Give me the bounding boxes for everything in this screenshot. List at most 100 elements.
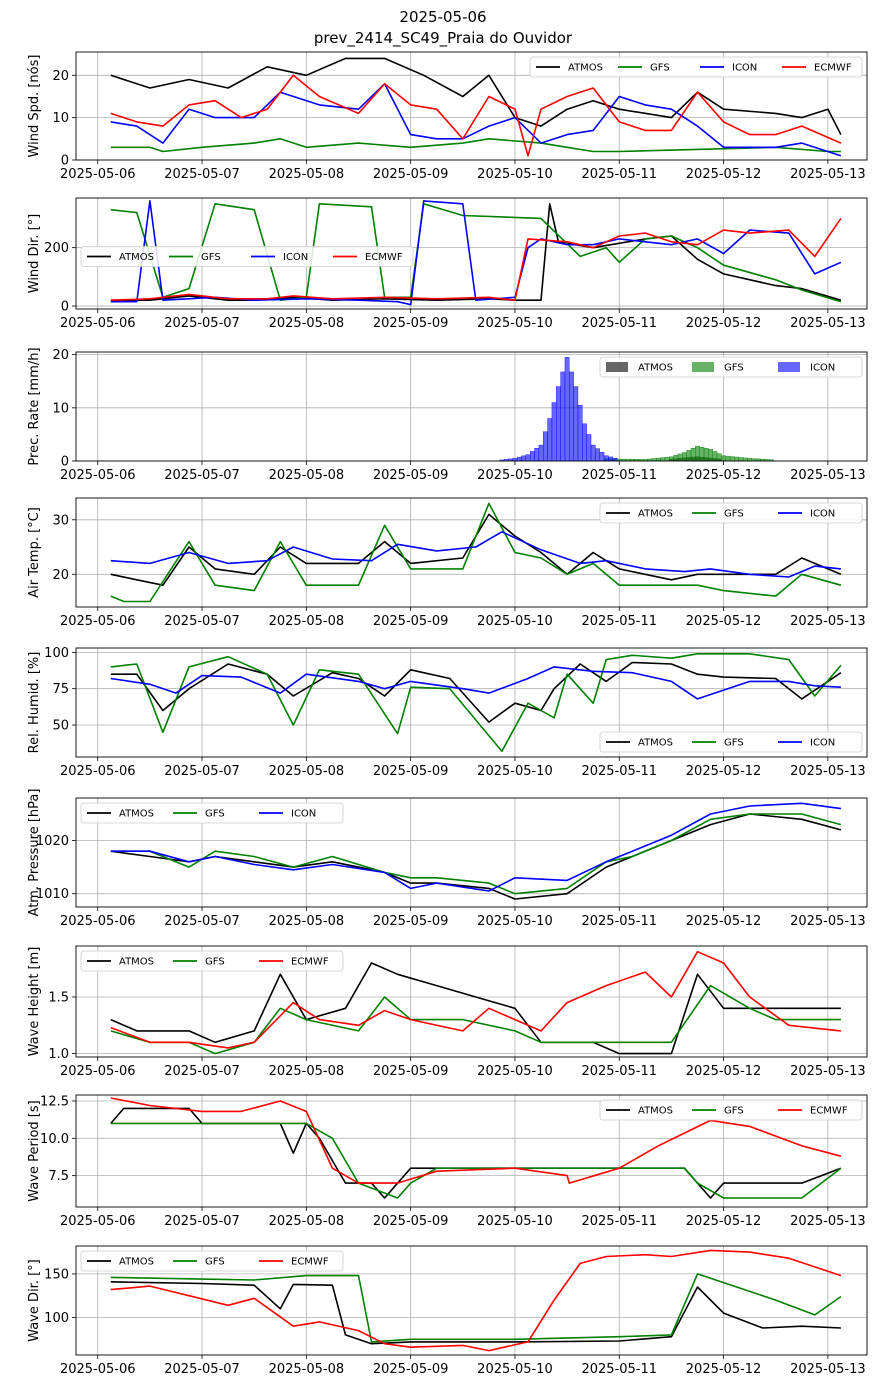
x-tick-label: 2025-05-08 (269, 1214, 345, 1229)
legend-label: ATMOS (119, 1257, 154, 1268)
panel-prec-rate-mm-h: 2025-05-06 2025-05-07 2025-05-08 2025-05-09… (27, 347, 868, 483)
y-tick-label: 20 (52, 568, 69, 583)
legend: ATMOS GFS ICON ECMWF (529, 56, 863, 78)
series-line-ecmwf (110, 1249, 842, 1352)
legend-label: ICON (810, 363, 835, 374)
x-tick-label: 2025-05-12 (686, 1064, 762, 1079)
axes-frame (75, 647, 868, 758)
precip-bar (569, 371, 574, 461)
x-tick-label: 2025-05-06 (60, 1064, 136, 1079)
x-tick-label: 2025-05-11 (581, 1064, 657, 1079)
legend-label: GFS (724, 1106, 744, 1117)
plot-area (110, 950, 841, 1055)
legend-swatch (606, 362, 628, 372)
series-icon (499, 357, 618, 461)
series-line-atmos (110, 1281, 841, 1345)
axes-frame (75, 797, 868, 908)
x-tick-label: 2025-05-13 (790, 764, 866, 779)
x-tick-label: 2025-05-10 (477, 167, 553, 182)
y-tick-label: 0 (61, 300, 69, 315)
legend: ATMOS GFS ICON (80, 802, 344, 824)
y-tick-label: 1020 (36, 834, 69, 849)
x-tick-label: 2025-05-07 (164, 316, 240, 331)
x-tick-label: 2025-05-07 (164, 764, 240, 779)
y-tick-label: 1010 (36, 887, 69, 902)
y-tick-label: 7.5 (48, 1169, 69, 1184)
legend-label: ICON (283, 252, 308, 263)
legend-label: ATMOS (638, 1106, 673, 1117)
precip-bar (664, 456, 670, 461)
legend: ATMOS GFS ICON (599, 502, 863, 524)
legend-label: ECMWF (291, 1257, 329, 1268)
x-tick-label: 2025-05-13 (790, 614, 866, 629)
precip-bar (556, 386, 561, 461)
y-axis-label: Wind Spd. [nós] (27, 55, 42, 158)
precip-bar (586, 434, 592, 461)
legend-swatch (778, 362, 800, 372)
precip-bar (738, 457, 744, 461)
axes-frame (75, 1094, 868, 1208)
legend-label: GFS (205, 1257, 225, 1268)
legend: ATMOS GFS ECMWF (80, 1250, 344, 1272)
x-tick-label: 2025-05-09 (373, 468, 449, 483)
y-tick-label: 200 (44, 241, 69, 256)
x-tick-label: 2025-05-07 (164, 614, 240, 629)
legend-label: ICON (291, 809, 316, 820)
panel-wave-dir: 2025-05-06 2025-05-07 2025-05-08 2025-05-09… (27, 1245, 868, 1377)
y-axis-label: Atm. Pressure [hPa] (27, 789, 42, 917)
x-tick-label: 2025-05-06 (60, 1362, 136, 1377)
precip-bar (673, 455, 679, 461)
y-tick-label: 10.0 (40, 1132, 69, 1147)
legend: ATMOS GFS ECMWF (80, 950, 344, 972)
y-tick-label: 75 (52, 682, 69, 697)
x-tick-label: 2025-05-13 (790, 1362, 866, 1377)
precip-bar (573, 386, 579, 461)
legend: ATMOS GFS ICON (599, 356, 863, 378)
plot-area (110, 802, 842, 900)
x-tick-label: 2025-05-13 (790, 1214, 866, 1229)
legend: ATMOS GFS ICON ECMWF (80, 246, 414, 267)
precip-bar (712, 451, 718, 461)
series-line-atmos (110, 1107, 842, 1199)
plot-area (110, 653, 842, 752)
axes-frame (75, 1245, 868, 1356)
y-tick-label: 0 (61, 154, 69, 169)
precip-bar (582, 423, 587, 461)
y-tick-label: 100 (44, 646, 69, 661)
legend-label: GFS (205, 809, 225, 820)
precip-bar (577, 404, 583, 461)
series-line-icon (110, 802, 842, 892)
legend-label: ICON (732, 63, 757, 74)
x-tick-label: 2025-05-12 (686, 614, 762, 629)
series-line-atmos (110, 203, 842, 301)
legend-label: GFS (724, 363, 744, 374)
legend-label: ATMOS (638, 509, 673, 520)
y-tick-label: 50 (52, 719, 69, 734)
x-tick-label: 2025-05-06 (60, 316, 136, 331)
x-tick-label: 2025-05-07 (164, 1064, 240, 1079)
precip-bar (525, 454, 531, 461)
x-tick-label: 2025-05-11 (581, 614, 657, 629)
x-tick-label: 2025-05-06 (60, 468, 136, 483)
x-tick-label: 2025-05-08 (269, 316, 345, 331)
y-axis-label: Wind Dir. [°] (27, 214, 42, 294)
precip-bar (590, 444, 596, 461)
panel-air-temp-c: 2025-05-06 2025-05-07 2025-05-08 2025-05-09… (27, 497, 868, 629)
x-tick-label: 2025-05-11 (581, 167, 657, 182)
x-tick-label: 2025-05-10 (477, 468, 553, 483)
y-tick-label: 30 (52, 513, 69, 528)
legend-box (599, 502, 863, 524)
legend-label: GFS (205, 957, 225, 968)
precip-bar (551, 402, 557, 461)
x-tick-label: 2025-05-07 (164, 1362, 240, 1377)
x-tick-label: 2025-05-09 (373, 1362, 449, 1377)
x-tick-label: 2025-05-11 (581, 1362, 657, 1377)
plot-area (110, 57, 842, 157)
x-tick-label: 2025-05-09 (373, 914, 449, 929)
x-tick-label: 2025-05-12 (686, 316, 762, 331)
y-tick-label: 20 (52, 348, 69, 363)
legend-box (80, 950, 344, 972)
y-tick-label: 20 (52, 69, 69, 84)
y-axis-label: Wave Period [s] (27, 1100, 42, 1201)
